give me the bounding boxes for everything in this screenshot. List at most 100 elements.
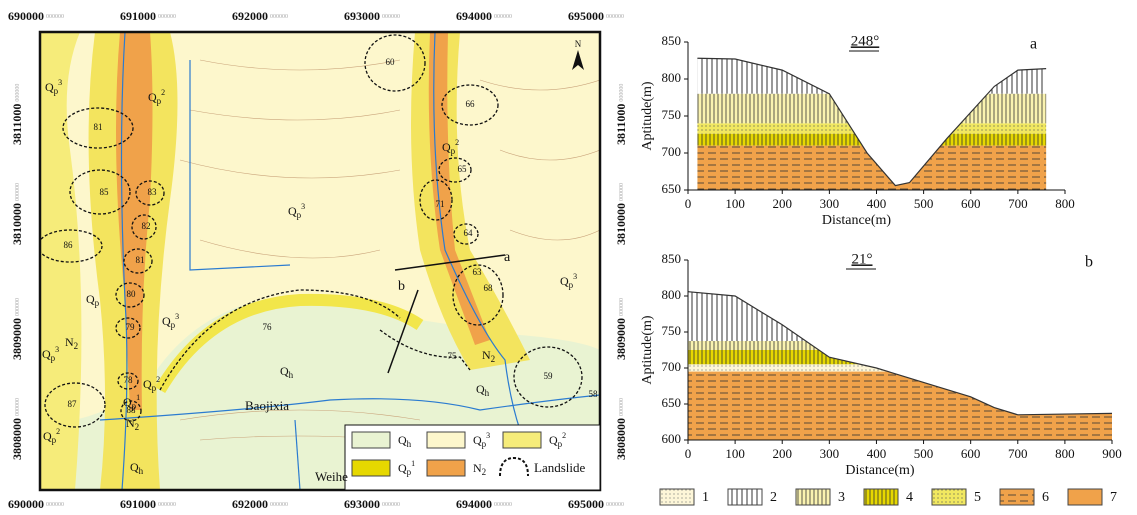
stratum <box>697 123 1047 134</box>
coordinate-main: 3811000 <box>10 104 24 145</box>
y-coordinate: 3810000 000000 <box>10 183 24 245</box>
landslide-number: 64 <box>464 228 474 238</box>
contours <box>179 59 600 446</box>
unit-sub: h <box>289 370 294 380</box>
y-tick-label: 800 <box>662 287 682 302</box>
x-coordinate: 691000 000000 <box>120 497 176 511</box>
section-label: b <box>398 279 405 294</box>
x-tick-label: 700 <box>1008 446 1028 461</box>
coordinate-main: 3809000 <box>10 318 24 360</box>
x-tick-label: 700 <box>1008 196 1028 211</box>
coordinate-main: 691000 <box>120 9 156 23</box>
n2-strip <box>116 32 153 410</box>
y-coordinate: 3808000 000000 <box>614 398 628 460</box>
unit-label: Qp3 <box>45 78 62 96</box>
unit-sub: p <box>157 96 162 106</box>
unit-sup: 3 <box>486 431 490 440</box>
unit-base: Q <box>560 274 569 288</box>
unit-base: Q <box>45 80 54 94</box>
x-coordinate: 695000 000000 <box>568 9 624 23</box>
unit-label: N2 <box>482 348 495 364</box>
unit-sup: 2 <box>562 431 566 440</box>
unit-sub: 2 <box>135 422 140 432</box>
unit-sup: 3 <box>58 78 62 87</box>
x-tick-label: 100 <box>725 446 745 461</box>
unit-base: Q <box>476 382 485 396</box>
unit-sup: 3 <box>301 202 305 211</box>
stratum-number: 6 <box>1042 490 1049 505</box>
profile-direction: 248° <box>851 33 880 49</box>
north-arrow <box>572 50 584 70</box>
unit-base: Q <box>398 461 407 475</box>
stratum-swatch <box>999 488 1035 506</box>
section-label: a <box>504 250 511 265</box>
unit-sub: p <box>558 439 563 449</box>
legend-label: Landslide <box>534 460 585 475</box>
y-tick-label: 800 <box>662 70 682 85</box>
landslide-number: 66 <box>466 99 476 109</box>
place-label: Weihe <box>315 469 348 484</box>
coordinate-main: 690000 <box>8 9 44 23</box>
unit-base: Q <box>288 204 297 218</box>
unit-sup: 1 <box>411 459 415 468</box>
unit-label: Qp3 <box>288 202 305 220</box>
unit-base: Q <box>42 347 51 361</box>
unit-sub: p <box>569 280 574 290</box>
unit-label: Qp3 <box>560 272 577 290</box>
unit-sub: p <box>52 435 57 445</box>
landslide-number: 81 <box>136 255 145 265</box>
map-legend <box>344 424 601 491</box>
x-tick-label: 200 <box>773 196 793 211</box>
coordinate-main: 3810000 <box>10 203 24 245</box>
unit-sup: 2 <box>56 427 60 436</box>
unit-sup: 3 <box>55 345 59 354</box>
landslide-number: 86 <box>64 240 74 250</box>
stratum-number: 7 <box>1110 490 1117 505</box>
landslide-number: 79 <box>126 322 136 332</box>
x-tick-label: 100 <box>725 196 745 211</box>
unit-sup: 2 <box>161 88 165 97</box>
stratum-number: 1 <box>702 490 709 505</box>
coordinate-tail: 000000 <box>15 298 21 316</box>
y-tick-label: 650 <box>662 395 682 410</box>
x-tick-label: 500 <box>914 446 934 461</box>
ground-surface <box>697 57 1047 187</box>
y-coordinate: 3809000 000000 <box>614 298 628 360</box>
coordinate-tail: 000000 <box>606 14 624 20</box>
landslide-outlines <box>40 34 583 428</box>
x-tick-label: 0 <box>685 446 692 461</box>
coordinate-tail: 000000 <box>15 183 21 201</box>
coordinate-main: 691000 <box>120 497 156 511</box>
y-tick-label: 750 <box>662 323 682 338</box>
unit-label: Qh <box>476 382 490 398</box>
unit-sub: p <box>132 401 137 411</box>
unit-sup: 2 <box>455 138 459 147</box>
y-tick-label: 850 <box>662 251 682 266</box>
y-axis-label: Aptitude(m) <box>640 81 655 151</box>
coordinate-main: 694000 <box>456 497 492 511</box>
legend-label: Qp1 <box>398 459 415 477</box>
stratum <box>688 341 1112 350</box>
landslide-number: 88 <box>127 405 137 415</box>
stratum-swatch <box>659 488 695 506</box>
unit-sub: p <box>51 353 56 363</box>
landslide-number: 60 <box>386 57 396 67</box>
unit-sub: 2 <box>491 354 496 364</box>
coordinate-main: 693000 <box>344 497 380 511</box>
x-tick-label: 300 <box>820 446 840 461</box>
coordinate-main: 695000 <box>568 497 604 511</box>
coordinate-tail: 000000 <box>619 298 625 316</box>
landslide-number: 75 <box>448 351 458 361</box>
x-tick-label: 200 <box>772 446 792 461</box>
stratum-swatch <box>931 488 967 506</box>
x-coordinate: 694000 000000 <box>456 9 512 23</box>
landslide-number: 87 <box>68 399 78 409</box>
x-coordinate: 691000 000000 <box>120 9 176 23</box>
unit-base: Q <box>162 314 171 328</box>
x-tick-label: 400 <box>867 196 887 211</box>
stratum <box>688 364 1112 372</box>
panel-label: a <box>1030 36 1037 53</box>
stratum <box>697 58 1047 94</box>
unit-label: Qp2 <box>442 138 459 156</box>
coordinate-tail: 000000 <box>158 502 176 508</box>
